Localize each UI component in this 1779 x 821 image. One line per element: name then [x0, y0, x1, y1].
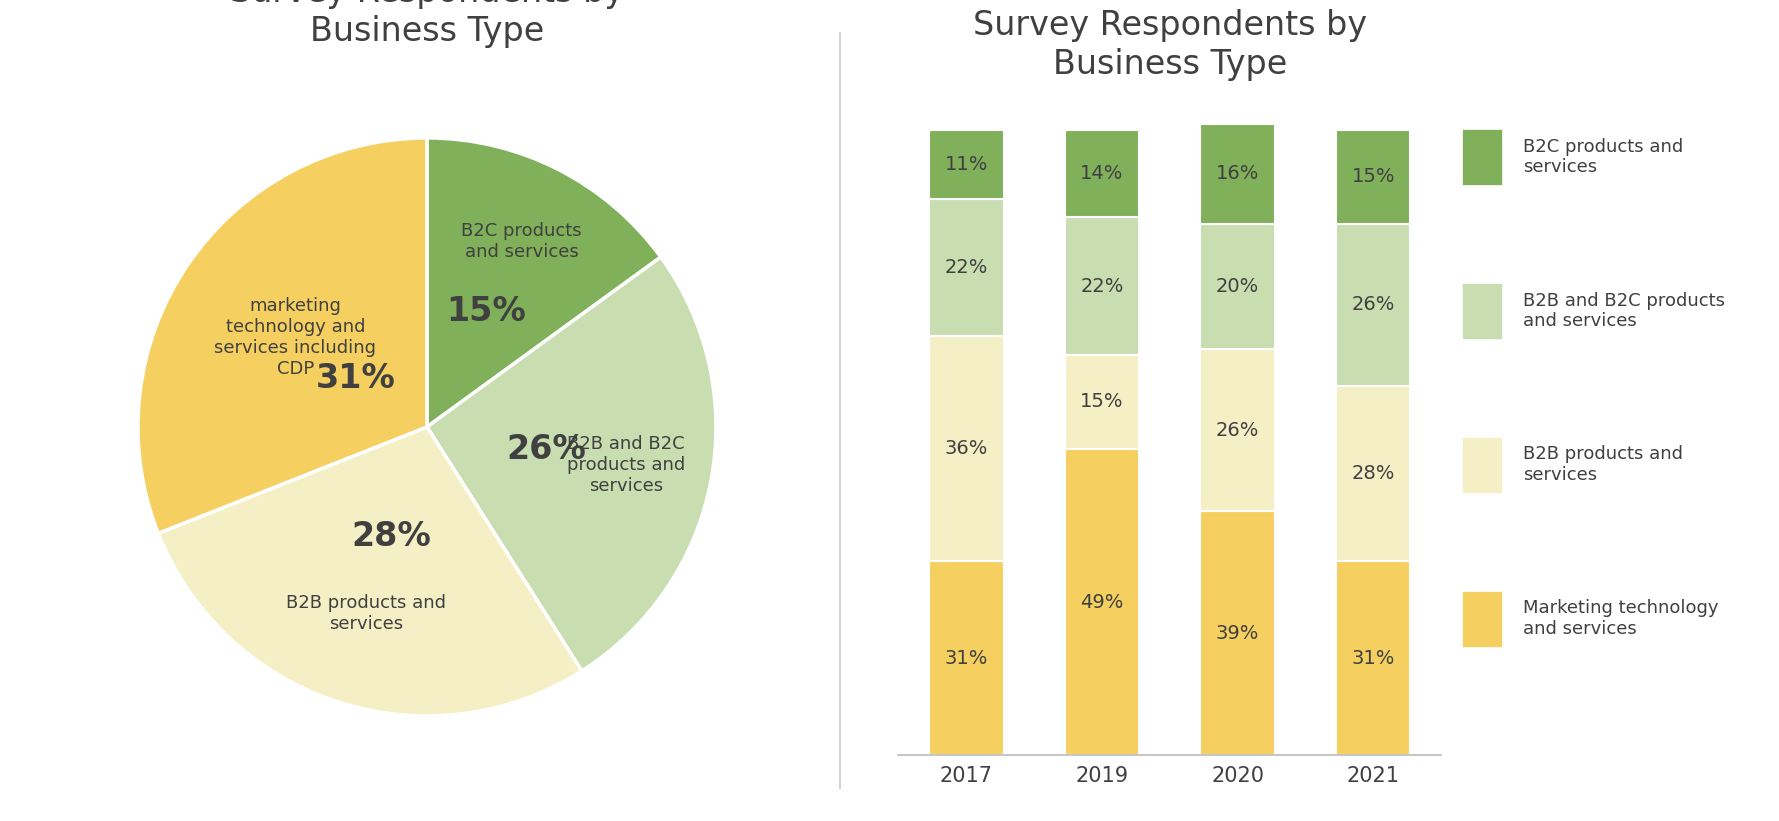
Bar [1201, 349, 1276, 511]
Text: 26%: 26% [1352, 296, 1395, 314]
Text: 15%: 15% [1080, 392, 1124, 411]
Bar [929, 130, 1003, 199]
Text: Marketing technology
and services: Marketing technology and services [1523, 599, 1719, 638]
Wedge shape [427, 257, 715, 671]
Text: B2B and B2C products
and services: B2B and B2C products and services [1523, 291, 1726, 330]
Bar [1064, 218, 1139, 355]
Text: 22%: 22% [1080, 277, 1124, 296]
Bar [929, 337, 1003, 562]
Text: B2B products and
services: B2B products and services [286, 594, 447, 633]
Text: 31%: 31% [1352, 649, 1395, 667]
FancyBboxPatch shape [1462, 283, 1501, 339]
FancyBboxPatch shape [1462, 130, 1501, 185]
Text: B2C products
and services: B2C products and services [461, 222, 582, 261]
Bar [1201, 223, 1276, 349]
Bar [1064, 130, 1139, 218]
Text: 22%: 22% [945, 258, 987, 277]
Bar [1336, 562, 1411, 755]
Wedge shape [139, 138, 427, 534]
Text: 26%: 26% [507, 433, 585, 466]
Bar [1336, 223, 1411, 386]
Text: 15%: 15% [1352, 167, 1395, 186]
Title: Survey Respondents by
Business Type: Survey Respondents by Business Type [973, 9, 1366, 80]
Text: B2B products and
services: B2B products and services [1523, 446, 1683, 484]
Bar [929, 562, 1003, 755]
Text: 36%: 36% [945, 439, 987, 458]
Text: B2C products and
services: B2C products and services [1523, 138, 1683, 177]
Bar [929, 199, 1003, 337]
Text: 28%: 28% [352, 521, 431, 553]
Bar [1064, 355, 1139, 449]
Text: 28%: 28% [1352, 465, 1395, 484]
Text: 15%: 15% [447, 295, 527, 328]
Text: B2B and B2C
products and
services: B2B and B2C products and services [566, 435, 685, 494]
Text: marketing
technology and
services including
CDP: marketing technology and services includ… [215, 297, 377, 378]
FancyBboxPatch shape [1462, 437, 1501, 493]
Bar [1064, 449, 1139, 755]
Bar [1201, 511, 1276, 755]
Bar [1336, 386, 1411, 562]
Bar [1336, 130, 1411, 223]
Wedge shape [158, 427, 582, 716]
Text: 39%: 39% [1215, 624, 1260, 643]
Text: 11%: 11% [945, 154, 987, 174]
Bar [1201, 123, 1276, 223]
Text: 49%: 49% [1080, 593, 1124, 612]
Wedge shape [427, 138, 660, 427]
Text: 16%: 16% [1215, 164, 1260, 183]
Title: Survey Respondents by
Business Type: Survey Respondents by Business Type [229, 0, 624, 48]
Text: 20%: 20% [1215, 277, 1260, 296]
Text: 14%: 14% [1080, 164, 1124, 183]
FancyBboxPatch shape [1462, 591, 1501, 647]
Text: 26%: 26% [1215, 420, 1260, 439]
Text: 31%: 31% [945, 649, 987, 667]
Text: 31%: 31% [315, 362, 395, 395]
